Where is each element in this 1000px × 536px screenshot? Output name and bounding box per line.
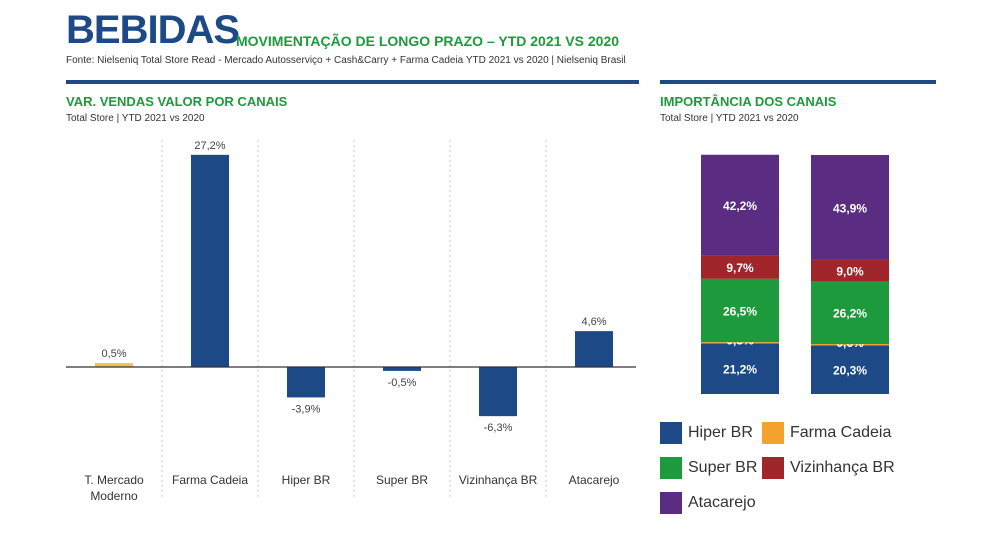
left-section-subtitle: Total Store | YTD 2021 vs 2020	[66, 113, 205, 124]
stack-data-label: 26,2%	[833, 307, 867, 321]
legend-item: Vizinhança BR	[762, 457, 895, 479]
stack-data-label: 21,2%	[723, 363, 757, 377]
stack-segment-vizinhanca	[811, 259, 889, 282]
stack-segment-farma	[701, 342, 779, 344]
legend-label: Vizinhança BR	[790, 459, 895, 476]
stack-segment-atacarejo	[811, 155, 889, 260]
page-subtitle: MOVIMENTAÇÃO DE LONGO PRAZO – YTD 2021 V…	[236, 33, 620, 49]
right-section-subtitle: Total Store | YTD 2021 vs 2020	[660, 113, 799, 124]
bar-data-label: -3,9%	[292, 403, 321, 415]
category-label: Super BR	[376, 473, 428, 487]
legend-item: Hiper BR	[660, 422, 753, 444]
category-label: Vizinhança BR	[459, 473, 538, 487]
legend-swatch	[762, 422, 784, 444]
bar-data-label: -6,3%	[484, 422, 513, 434]
stack-segment-hiper	[811, 345, 889, 394]
stack-data-label: 9,7%	[726, 261, 754, 275]
stack-segment-farma	[811, 344, 889, 346]
bar	[479, 367, 517, 417]
stack-data-label: 26,5%	[723, 304, 757, 318]
bar-data-label: 0,5%	[101, 348, 126, 360]
stack-data-label: 9,0%	[836, 265, 864, 279]
stack-segment-hiper	[701, 343, 779, 394]
stack-data-label: 43,9%	[833, 201, 867, 215]
stack-data-label: 20,3%	[833, 364, 867, 378]
legend-swatch	[660, 457, 682, 479]
right-section-title: IMPORTÂNCIA DOS CANAIS	[660, 94, 837, 109]
legend-swatch	[660, 492, 682, 514]
legend-label: Atacarejo	[688, 494, 756, 511]
bar	[575, 331, 613, 367]
source-note: Fonte: Nielseniq Total Store Read - Merc…	[66, 55, 626, 66]
stack-data-label: 42,2%	[723, 199, 757, 213]
legend-label: Hiper BR	[688, 424, 753, 441]
bar	[191, 154, 229, 367]
legend-item: Atacarejo	[660, 492, 756, 514]
legend-item: Super BR	[660, 457, 757, 479]
stack-segment-vizinhanca	[701, 255, 779, 279]
category-label: Moderno	[90, 489, 138, 503]
legend-swatch	[660, 422, 682, 444]
bar-data-label: 4,6%	[581, 316, 606, 328]
bar	[287, 367, 325, 398]
bar-data-label: 27,2%	[194, 140, 225, 152]
category-label: Farma Cadeia	[172, 473, 248, 487]
legend-label: Farma Cadeia	[790, 424, 892, 441]
category-label: Atacarejo	[569, 473, 620, 487]
bar	[95, 363, 133, 367]
category-label: T. Mercado	[84, 473, 144, 487]
category-label: Hiper BR	[282, 473, 331, 487]
page-title: BEBIDAS	[66, 8, 240, 52]
bar-data-label: -0,5%	[388, 377, 417, 389]
legend-label: Super BR	[688, 459, 758, 476]
left-section-title: VAR. VENDAS VALOR POR CANAIS	[66, 94, 288, 109]
legend-item: Farma Cadeia	[762, 422, 891, 444]
stack-segment-atacarejo	[701, 154, 779, 256]
legend-swatch	[762, 457, 784, 479]
divider-left	[66, 80, 639, 84]
bar	[383, 367, 421, 371]
divider-right	[660, 80, 936, 84]
stack-segment-super	[811, 281, 889, 345]
stack-segment-super	[701, 278, 779, 343]
